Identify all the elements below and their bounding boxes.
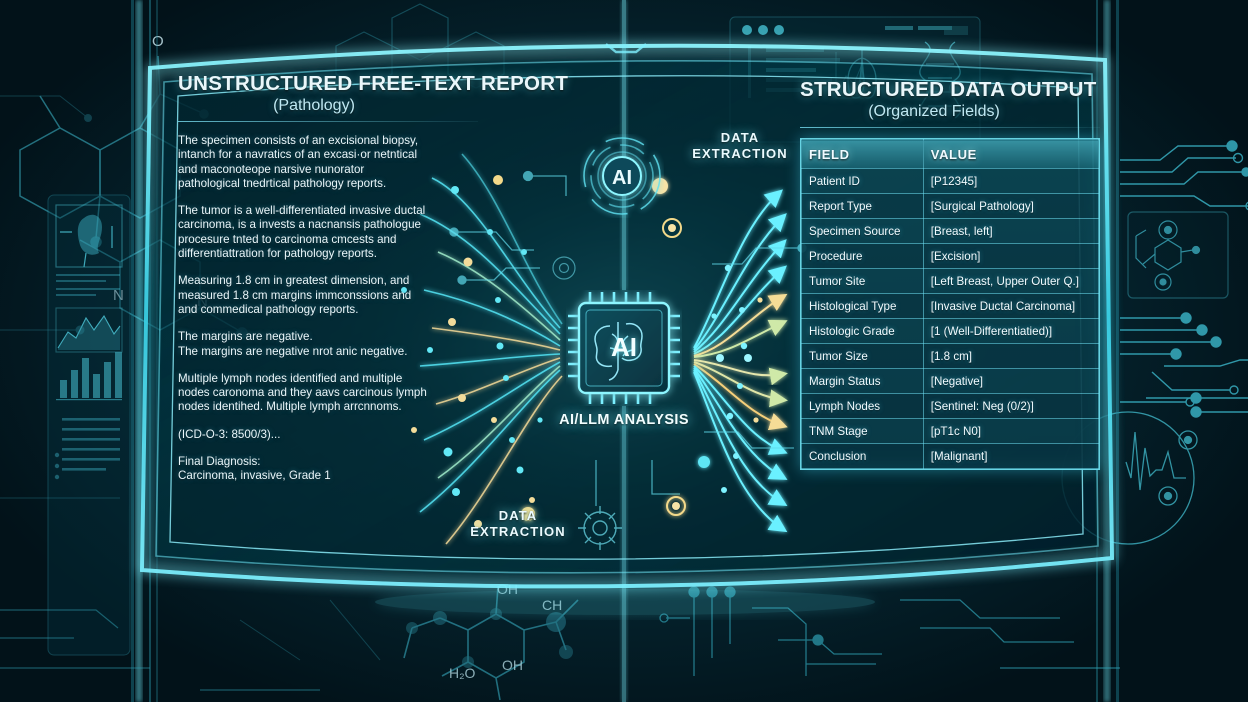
table-row: Specimen Source [Breast, left] [801, 218, 1100, 244]
left-panel-subtitle: (Pathology) [273, 97, 355, 114]
svg-text:OH: OH [502, 657, 523, 673]
left-panel-divider [178, 121, 478, 122]
cell-field: Margin Status [801, 368, 924, 394]
list-lines-block [54, 418, 120, 480]
right-panel-divider [800, 127, 1100, 128]
cell-field: Tumor Size [801, 343, 924, 369]
report-paragraph: The specimen consists of an excisional b… [178, 134, 419, 190]
chip-pins [568, 292, 680, 404]
cell-value: [Surgical Pathology] [922, 193, 1100, 219]
window-dots [742, 25, 784, 35]
ai-chip-icon: AI [568, 292, 680, 404]
report-paragraph: The tumor is a well-differentiated invas… [178, 204, 426, 261]
bar-chart-icon [56, 352, 122, 401]
bottom-left-lines [0, 609, 320, 691]
cell-value: [1.8 cm] [922, 343, 1100, 369]
chip-glyph: AI [611, 332, 637, 362]
report-paragraph: Multiple lymph nodes identified and mult… [178, 371, 427, 414]
right-panel-title: STRUCTURED DATA OUTPUT [800, 78, 1097, 101]
svg-text:N: N [113, 287, 124, 304]
table-row: Patient ID [P12345] [801, 168, 1100, 194]
circuit-trace [1120, 140, 1248, 418]
chip-label: AI/LLM ANALYSIS [559, 412, 689, 428]
cell-field: Tumor Site [801, 268, 924, 294]
table-row: Tumor Size [1.8 cm] [801, 343, 1100, 369]
bottom-molecule-icon [403, 585, 579, 701]
medical-dashboard-card [47, 194, 131, 656]
ai-chip-hub: AI AI/LLM ANALYSIS [559, 290, 688, 428]
cell-value: [Malignant] [922, 443, 1100, 469]
svg-text:H₂O: H₂O [449, 665, 476, 681]
window-title-bar [885, 26, 968, 35]
report-paragraph: Measuring 1.8 cm in greatest dimension, … [178, 274, 412, 316]
table-row: Histologic Grade [1 (Well-Differentiatied… [801, 318, 1100, 344]
svg-text:O: O [152, 33, 164, 50]
cell-field: Report Type [801, 193, 924, 219]
cell-field: Specimen Source [801, 218, 924, 244]
frame-inner-bezel [155, 59, 1099, 574]
cell-value: [Negative] [922, 368, 1100, 394]
table-row: Procedure [Excision] [801, 243, 1100, 269]
table-row: Histological Type [Invasive Ductal Carcin… [801, 293, 1100, 319]
cell-field: Patient ID [801, 168, 924, 194]
ai-badge-icon: AI [583, 137, 661, 215]
area-chart-icon [55, 307, 123, 353]
cell-field: Histologic Grade [801, 318, 924, 344]
data-extraction-label-top: DATA EXTRACTION [692, 130, 788, 161]
ecg-waveform-icon [1061, 411, 1198, 545]
table-body: Patient ID [P12345] Report Type [Surgical P… [801, 168, 1100, 469]
table-row: TNM Stage [pT1c N0] [801, 418, 1100, 444]
cell-value: [P12345] [922, 168, 1100, 194]
column-header-field: FIELD [801, 139, 924, 169]
cell-value: [Sentinel: Neg (0/2)] [922, 393, 1100, 419]
cell-value: [Left Breast, Upper Outer Q.] [922, 268, 1100, 294]
right-panel-subtitle: (Organized Fields) [868, 103, 1000, 120]
cell-field: Histological Type [801, 293, 924, 319]
table-row: Tumor Site [Left Breast, Upper Outer Q.] [801, 268, 1100, 294]
structured-output-panel: STRUCTURED DATA OUTPUT (Organized Fields… [800, 78, 1100, 470]
table-row: Lymph Nodes [Sentinel: Neg (0/2)] [801, 393, 1100, 419]
cell-field: Conclusion [801, 443, 924, 469]
cell-value: [1 (Well-Differentiatied)] [922, 318, 1100, 344]
frame-notch [605, 43, 647, 54]
data-extraction-label-bottom: DATA EXTRACTION [470, 508, 566, 539]
text-lines-block [56, 274, 120, 296]
table-row: Report Type [Surgical Pathology] [801, 193, 1100, 219]
cell-value: [pT1c N0] [922, 418, 1100, 444]
report-icd-code: (ICD-O-3: 8500/3)... [178, 427, 281, 441]
cell-value: [Invasive Ductal Carcinoma] [922, 293, 1100, 319]
table-row: Margin Status [Negative] [801, 368, 1100, 394]
ai-badge-glyph: AI [612, 167, 632, 189]
report-paragraph: The margins are negative. The margins ar… [178, 330, 408, 358]
structured-data-table-wrapper: FIELD VALUE Patient ID [P12345] Report Typ… [800, 138, 1100, 470]
cell-field: TNM Stage [801, 418, 924, 444]
left-panel-title: UNSTRUCTURED FREE-TEXT REPORT [178, 72, 569, 95]
table-header-row: FIELD VALUE [801, 139, 1100, 169]
brain-icon [594, 322, 643, 381]
table-row: Conclusion [Malignant] [801, 443, 1100, 469]
cell-field: Lymph Nodes [801, 393, 924, 419]
network-lines-bg [0, 95, 381, 661]
column-header-value: VALUE [922, 139, 1100, 169]
cell-value: [Excision] [922, 243, 1100, 269]
unstructured-report-panel: UNSTRUCTURED FREE-TEXT REPORT (Pathology… [178, 72, 569, 562]
report-text-body: The specimen consists of an excisional b… [178, 134, 478, 484]
structured-data-table: FIELD VALUE Patient ID [P12345] Report Typ… [801, 139, 1100, 469]
cell-value: [Breast, left] [922, 218, 1100, 244]
frame-base-glow [375, 589, 875, 615]
cell-field: Procedure [801, 243, 924, 269]
right-molecule-card [1127, 211, 1229, 299]
kidney-scan-icon [55, 204, 123, 268]
report-final-diagnosis: Final Diagnosis: Carcinoma, invasive, Gr… [178, 455, 331, 483]
